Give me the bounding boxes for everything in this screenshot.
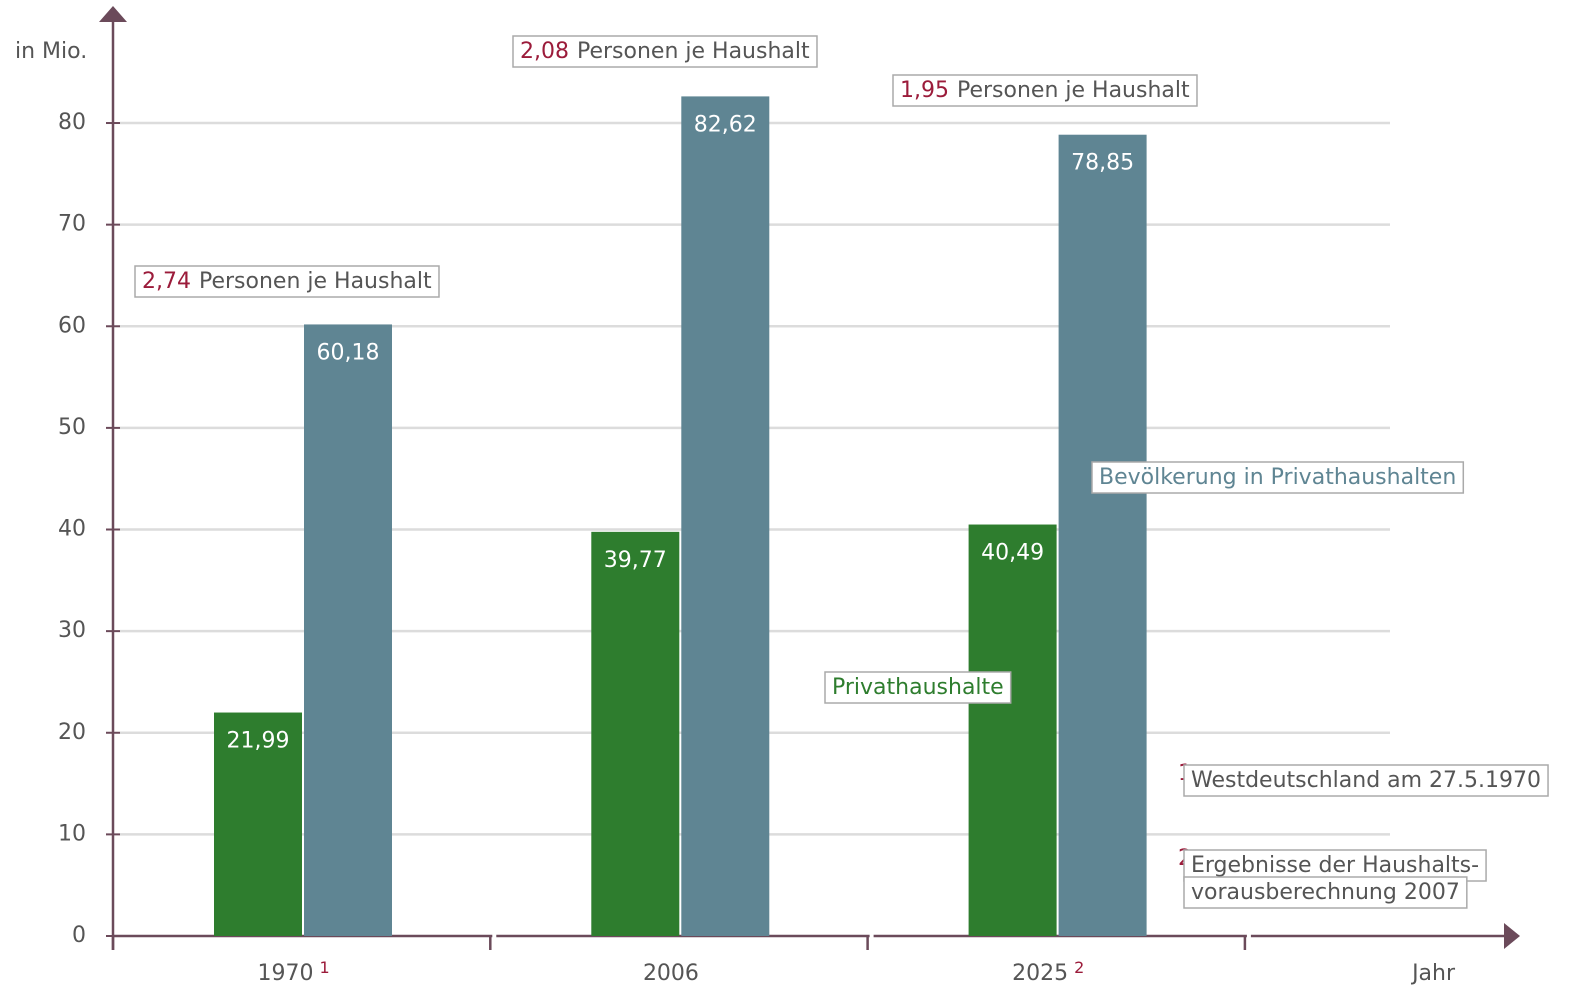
y-axis-label: in Mio. [15, 39, 87, 64]
annotation: 1,95 Personen je Haushalt [900, 78, 1190, 103]
annotation-text: Personen je Haushalt [199, 269, 432, 294]
y-tick-label: 30 [58, 618, 86, 643]
x-tick-label: 1970 1 [258, 958, 330, 987]
x-axis-arrow [1504, 923, 1520, 949]
bar [968, 524, 1057, 936]
label-box [1183, 764, 1549, 797]
legend-label: Privathaushalte [832, 675, 1004, 700]
annotation-text: Personen je Haushalt [957, 78, 1190, 103]
x-axis-label: Jahr [1410, 961, 1456, 986]
x-tick-label: 2025 2 [1012, 958, 1084, 987]
y-tick-label: 20 [58, 720, 86, 745]
label-box [1183, 876, 1468, 909]
label-box [134, 265, 440, 298]
category: 2025 [1012, 961, 1068, 986]
annotation-number: 1,95 [900, 78, 949, 103]
y-tick-label: 70 [58, 212, 86, 237]
y-tick-label: 60 [58, 313, 86, 338]
category-note: 2 [1074, 958, 1084, 977]
x-tick-label: 2006 [643, 961, 699, 986]
bar [304, 324, 392, 936]
value-label: 78,85 [1071, 151, 1134, 176]
legend-label: Bevölkerung in Privathaushalten [1099, 465, 1456, 490]
label-box [892, 74, 1198, 107]
footnote-text: Ergebnisse der Haushalts- [1191, 853, 1479, 878]
label-box [1183, 849, 1487, 882]
category: 1970 [258, 961, 314, 986]
annotation-number: 2,08 [520, 39, 569, 64]
annotation-number: 2,74 [142, 269, 191, 294]
value-label: 60,18 [317, 340, 380, 365]
bar [1058, 134, 1147, 937]
annotation-text: Personen je Haushalt [577, 39, 810, 64]
y-tick-label: 0 [72, 923, 86, 948]
value-label: 40,49 [981, 541, 1044, 566]
label-box [1091, 461, 1465, 494]
y-tick-label: 50 [58, 415, 86, 440]
footnote-text: Westdeutschland am 27.5.1970 [1191, 768, 1541, 793]
value-label: 21,99 [227, 729, 290, 754]
y-tick-label: 10 [58, 821, 86, 846]
annotation: 2,74 Personen je Haushalt [142, 269, 432, 294]
bar [681, 96, 770, 936]
bar [591, 531, 680, 936]
label-box [824, 671, 1012, 704]
value-label: 39,77 [604, 548, 667, 573]
y-tick-label: 40 [58, 517, 86, 542]
category: 2006 [643, 961, 699, 986]
y-axis-arrow [99, 6, 127, 22]
category-note: 1 [320, 958, 330, 977]
y-tick-label: 80 [58, 110, 86, 135]
footnote-text: vorausberechnung 2007 [1191, 880, 1460, 905]
bar [214, 712, 302, 936]
label-box [512, 35, 818, 68]
annotation: 2,08 Personen je Haushalt [520, 39, 810, 64]
value-label: 82,62 [694, 112, 757, 137]
